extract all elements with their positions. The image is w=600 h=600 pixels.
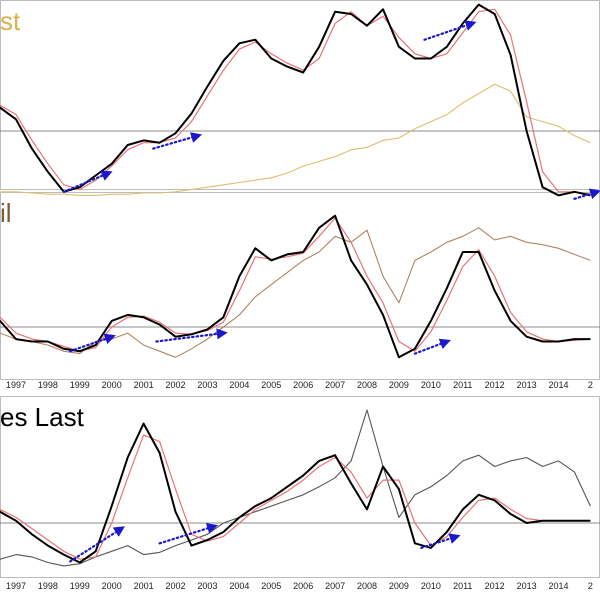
momentum-line-3 bbox=[0, 422, 591, 564]
x-tick-label: 2014 bbox=[548, 380, 568, 390]
panel-title-1: st bbox=[0, 6, 21, 36]
trend-arrow-1-3 bbox=[423, 20, 477, 41]
panel-frame-1 bbox=[0, 0, 600, 190]
x-tick-label: 1997 bbox=[6, 581, 26, 591]
x-tick-label: 2000 bbox=[102, 380, 122, 390]
x-tick-label: 2 bbox=[588, 380, 593, 390]
x-tick-label: 2005 bbox=[261, 380, 281, 390]
x-tick-label: 2007 bbox=[325, 380, 345, 390]
x-tick-label: 2009 bbox=[389, 380, 409, 390]
momentum-line-2 bbox=[0, 214, 591, 359]
x-tick-label: 2007 bbox=[325, 581, 345, 591]
x-tick-label: 1997 bbox=[6, 380, 26, 390]
x-tick-label: 2002 bbox=[166, 380, 186, 390]
x-tick-label: 2009 bbox=[389, 581, 409, 591]
x-tick-label: 2004 bbox=[229, 581, 249, 591]
x-tick-label: 2002 bbox=[166, 581, 186, 591]
trend-arrow-3-3 bbox=[420, 533, 461, 549]
x-tick-label: 2003 bbox=[197, 581, 217, 591]
trend-arrow-1-1 bbox=[62, 170, 113, 193]
x-tick-label: 2010 bbox=[421, 380, 441, 390]
x-tick-label: 2008 bbox=[357, 581, 377, 591]
x-tick-label: 1999 bbox=[70, 380, 90, 390]
x-tick-label: 2012 bbox=[485, 581, 505, 591]
x-tick-label: 2011 bbox=[453, 581, 472, 591]
panel-3: es Last 1997 1998 1999 2000 2001 2002 2003 2004 2… bbox=[0, 402, 600, 591]
x-tick-label: 2011 bbox=[453, 380, 472, 390]
x-tick-label: 1999 bbox=[70, 581, 90, 591]
x-tick-label: 2006 bbox=[293, 581, 313, 591]
x-tick-label: 2010 bbox=[421, 581, 441, 591]
x-tick-label: 2005 bbox=[261, 581, 281, 591]
trend-arrow-2-2 bbox=[155, 328, 228, 343]
panel-frame-2 bbox=[0, 192, 600, 380]
trend-arrow-2-3 bbox=[413, 338, 451, 355]
trend-arrow-1-4 bbox=[573, 188, 600, 200]
x-tick-label: 2012 bbox=[485, 380, 505, 390]
x-tick-label: 2013 bbox=[517, 581, 537, 591]
x-tick-label: 2001 bbox=[134, 380, 154, 390]
x-tick-label: 2004 bbox=[229, 380, 249, 390]
panel-2: il 1997 1998 1999 2000 2001 2002 2003 2004 2005 20… bbox=[0, 198, 600, 390]
x-tick-label: 2003 bbox=[197, 380, 217, 390]
x-tick-label: 2013 bbox=[517, 380, 537, 390]
x-tick-label: 2006 bbox=[293, 380, 313, 390]
panel-title-2: il bbox=[0, 198, 12, 228]
overlay-line-3 bbox=[0, 409, 591, 567]
x-tick-label: 2014 bbox=[548, 581, 568, 591]
x-tick-label: 2 bbox=[588, 581, 593, 591]
x-tick-label: 2000 bbox=[102, 581, 122, 591]
x-tick-label: 2001 bbox=[134, 581, 154, 591]
signal-line-1 bbox=[0, 8, 591, 195]
momentum-line-1 bbox=[0, 3, 591, 197]
x-tick-label: 1998 bbox=[38, 581, 58, 591]
trend-arrow-3-2 bbox=[158, 523, 219, 545]
trend-arrow-2-1 bbox=[69, 333, 116, 353]
panel-title-3: es Last bbox=[0, 402, 85, 432]
overlay-line-1 bbox=[0, 83, 591, 196]
panel-frame-3 bbox=[0, 396, 600, 578]
trend-arrow-3-1 bbox=[69, 526, 125, 563]
panel-1: st bbox=[0, 3, 600, 200]
x-tick-label: 2008 bbox=[357, 380, 377, 390]
trend-arrow-1-2 bbox=[152, 132, 203, 150]
x-tick-label: 1998 bbox=[38, 380, 58, 390]
